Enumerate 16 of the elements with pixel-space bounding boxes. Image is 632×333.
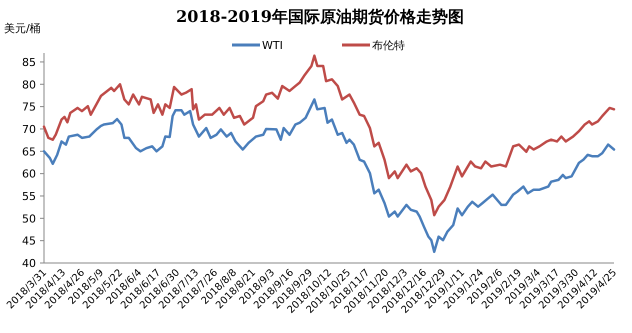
- line-series: [42, 98, 616, 254]
- legend-label: 布伦特: [372, 39, 405, 52]
- y-tick-label: 85: [22, 56, 36, 69]
- line-series: [42, 54, 616, 216]
- y-tick-label: 75: [22, 100, 36, 114]
- legend-label: WTI: [262, 39, 283, 52]
- y-tick-label: 70: [22, 122, 36, 136]
- chart-title: 2018-2019年国际原油期货价格走势图: [176, 7, 464, 26]
- y-tick-label: 50: [22, 212, 36, 226]
- y-axis-title: 美元/桶: [4, 22, 41, 35]
- y-tick-label: 55: [22, 190, 36, 203]
- y-tick-label: 80: [22, 78, 36, 92]
- y-tick-label: 60: [22, 168, 36, 181]
- y-tick-label: 65: [22, 145, 36, 158]
- y-tick-label: 40: [22, 257, 36, 270]
- y-tick-label: 45: [22, 234, 36, 248]
